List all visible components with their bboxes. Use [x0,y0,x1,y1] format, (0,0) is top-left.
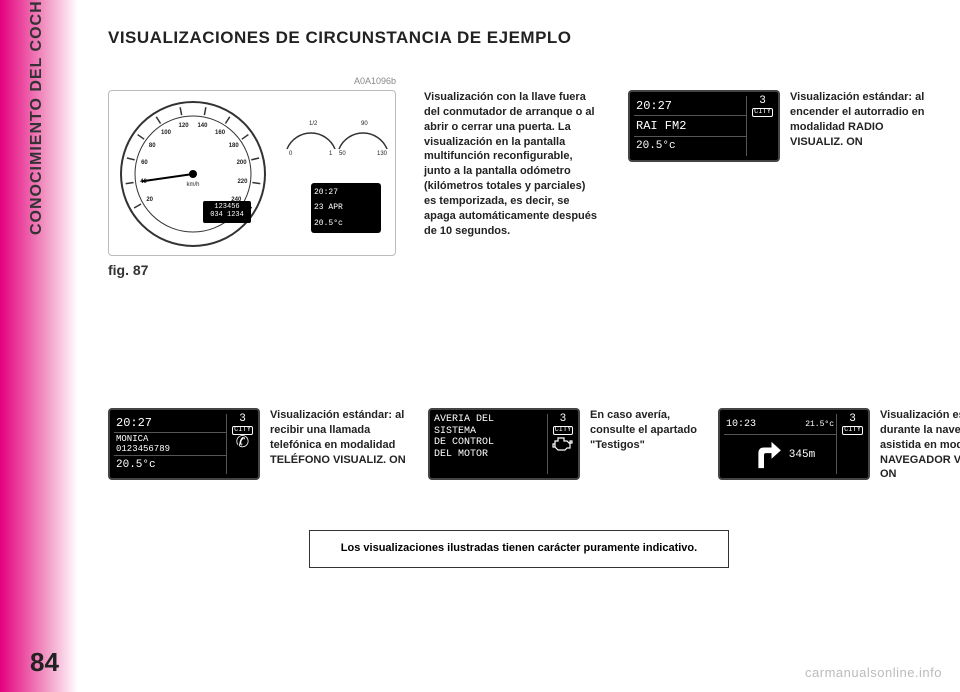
phone-mode: 3 [239,413,246,425]
svg-text:50: 50 [339,151,346,157]
svg-text:120: 120 [179,123,190,129]
dashboard-figure: A0A1096b 2040608010012014016018020022024… [108,90,396,278]
svg-text:1/2: 1/2 [309,121,318,127]
radio-time: 20:27 [636,99,744,113]
svg-text:20: 20 [146,197,153,203]
caption-radio: Visualización estándar: al encender el a… [790,90,930,149]
section-label: CONOCIMIENTO DEL COCHE [28,0,46,235]
watermark: carmanualsonline.info [805,665,942,680]
caption-warn: En caso avería, consulte el apartado "Te… [590,408,700,453]
warning-lcd: AVERIA DEL SISTEMA DE CONTROL DEL MOTOR … [428,408,580,480]
phone-icon: ✆ [236,435,249,451]
radio-city: CITY [752,108,773,117]
content-area: VISUALIZACIONES DE CIRCUNSTANCIA DE EJEM… [108,28,930,672]
speedometer-icon: 20406080100120140160180200220240 km/h [113,94,273,254]
svg-text:0: 0 [289,151,293,157]
radio-block: 20:27 RAI FM2 20.5°c 3CITY Visualización… [628,90,930,162]
nav-mode: 3 [849,413,856,425]
mini-lcd-time: 20:27 [314,185,378,200]
svg-text:1: 1 [329,151,333,157]
caption-keyout: Visualización con la llave fuera del con… [424,90,600,238]
svg-text:80: 80 [149,143,156,149]
svg-text:180: 180 [229,143,240,149]
image-id: A0A1096b [354,76,396,86]
svg-text:130: 130 [377,151,388,157]
radio-mode: 3 [759,95,766,107]
note-box: Los visualizaciones ilustradas tienen ca… [309,530,729,567]
nav-city: CITY [842,426,863,435]
svg-text:90: 90 [361,121,368,127]
svg-text:220: 220 [237,179,248,185]
radio-temp: 20.5°c [636,140,744,152]
odo-trip: 034 1234 [210,212,244,220]
row-1: A0A1096b 2040608010012014016018020022024… [108,90,930,278]
phone-name: MONICA [116,434,148,444]
mini-lcd-date: 23 APR [314,200,378,215]
page-title: VISUALIZACIONES DE CIRCUNSTANCIA DE EJEM… [108,28,930,48]
radio-lcd: 20:27 RAI FM2 20.5°c 3CITY [628,90,780,162]
phone-time: 20:27 [116,416,224,430]
svg-text:140: 140 [197,123,208,129]
caption-nav: Visualización estándar: durante la naveg… [880,408,960,482]
phone-lcd: 20:27 MONICA 0123456789 20.5°c 3CITY ✆ [108,408,260,480]
svg-text:160: 160 [215,130,226,136]
svg-text:60: 60 [141,160,148,166]
warn-l4: DEL MOTOR [434,449,547,461]
engine-icon [552,435,574,453]
nav-temp-small: 21.5°c [805,420,834,429]
phone-number: 0123456789 [116,444,170,454]
nav-block: 10:23 21.5°c 345m 3CITY [718,408,960,482]
svg-text:200: 200 [237,160,248,166]
warn-mode: 3 [560,413,567,425]
dashboard-panel: 20406080100120140160180200220240 km/h 12… [108,90,396,256]
odometer-display: 123456 034 1234 [203,201,251,223]
warning-block: AVERIA DEL SISTEMA DE CONTROL DEL MOTOR … [428,408,700,480]
page: CONOCIMIENTO DEL COCHE 84 VISUALIZACIONE… [0,0,960,692]
figure-label: fig. 87 [108,262,396,278]
nav-lcd: 10:23 21.5°c 345m 3CITY [718,408,870,480]
warn-l2: SISTEMA [434,426,547,438]
warn-l3: DE CONTROL [434,437,547,449]
nav-time: 10:23 [726,419,756,430]
turn-right-arrow-icon [745,440,783,470]
radio-station: RAI FM2 [636,119,744,133]
speed-unit: km/h [186,182,199,188]
nav-distance: 345m [789,449,815,461]
warn-city: CITY [553,426,574,435]
page-number: 84 [30,647,59,678]
mini-lcd-temp: 20.5°c [314,216,378,231]
row-2: 20:27 MONICA 0123456789 20.5°c 3CITY ✆ [108,408,930,482]
phone-temp: 20.5°c [116,459,224,471]
warn-l1: AVERIA DEL [434,414,547,426]
svg-text:100: 100 [161,130,172,136]
dash-mini-lcd: 20:27 23 APR 20.5°c [311,183,381,233]
caption-phone: Visualización estándar: al recibir una l… [270,408,410,467]
aux-gauges-icon: 0 1/2 1 50 90 130 [279,99,389,159]
phone-block: 20:27 MONICA 0123456789 20.5°c 3CITY ✆ [108,408,410,480]
